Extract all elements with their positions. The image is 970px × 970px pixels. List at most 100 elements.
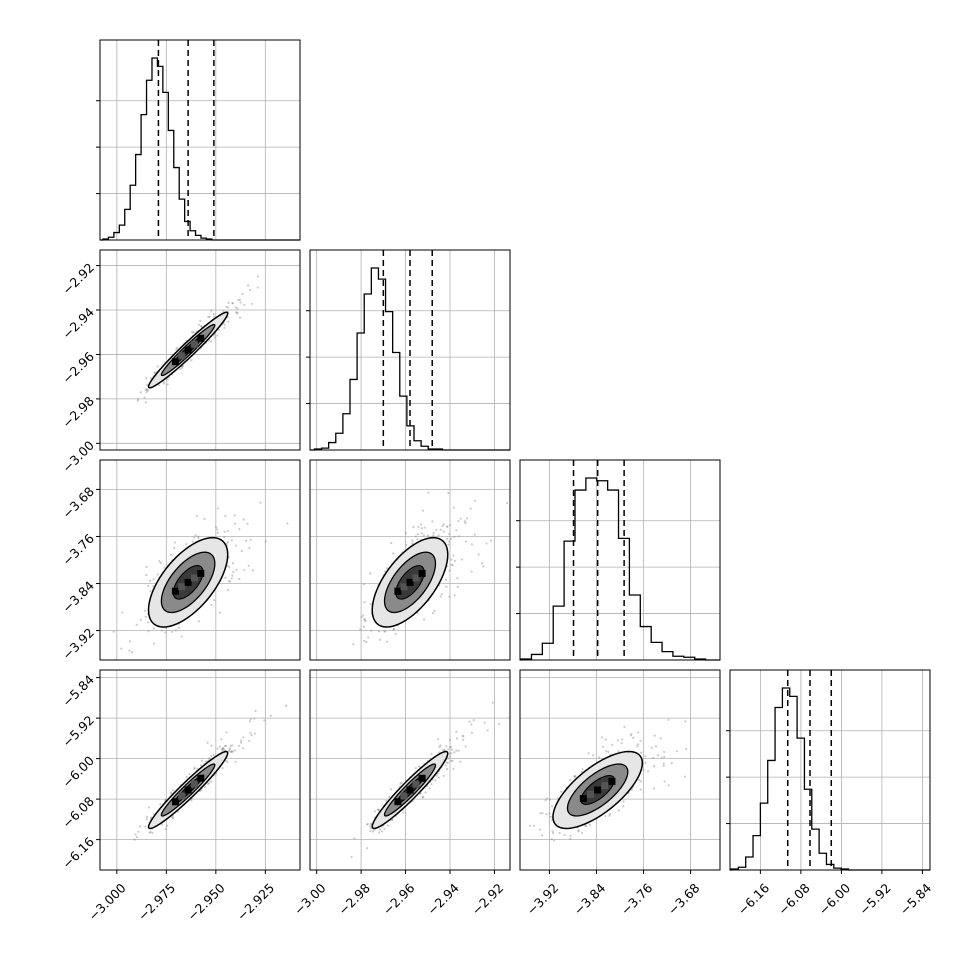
scatter-point bbox=[247, 564, 250, 567]
scatter-point bbox=[464, 522, 467, 525]
density-peak-cell bbox=[184, 346, 192, 354]
x-tick-label: −3.00 bbox=[291, 880, 329, 918]
y-tick-label: −6.08 bbox=[59, 793, 97, 831]
scatter-point bbox=[190, 359, 193, 362]
scatter-point bbox=[448, 569, 451, 572]
scatter-point bbox=[445, 761, 448, 764]
scatter-point bbox=[137, 397, 140, 401]
panel-contents bbox=[133, 704, 288, 841]
scatter-point bbox=[422, 795, 425, 798]
scatter-point bbox=[226, 760, 229, 763]
scatter-point bbox=[144, 388, 147, 391]
scatter-point bbox=[225, 305, 228, 309]
scatter-point bbox=[653, 765, 656, 768]
scatter-point bbox=[392, 552, 395, 555]
scatter-point bbox=[229, 745, 232, 748]
scatter-point bbox=[376, 808, 380, 811]
scatter-point bbox=[218, 611, 221, 614]
scatter-point bbox=[232, 570, 235, 574]
scatter-point bbox=[650, 746, 653, 749]
scatter-point bbox=[128, 640, 132, 643]
density-peak-cell bbox=[197, 569, 205, 577]
scatter-point bbox=[193, 536, 196, 539]
scatter-point bbox=[489, 539, 493, 542]
scatter-point bbox=[620, 741, 623, 745]
density-peak-cell bbox=[400, 792, 408, 800]
panel-2d-3-0 bbox=[96, 669, 301, 874]
density-peak-cell bbox=[178, 583, 186, 591]
scatter-point bbox=[462, 735, 465, 738]
scatter-point bbox=[629, 734, 632, 737]
scatter-point bbox=[392, 627, 395, 631]
scatter-point bbox=[373, 810, 376, 813]
scatter-point bbox=[465, 517, 468, 520]
panel-contents bbox=[136, 275, 260, 404]
y-tick-label: −3.92 bbox=[59, 625, 97, 663]
scatter-point bbox=[605, 749, 608, 753]
scatter-point bbox=[598, 756, 601, 759]
scatter-point bbox=[448, 738, 451, 741]
scatter-point bbox=[545, 813, 548, 816]
scatter-point bbox=[447, 748, 450, 751]
x-tick-label: −6.16 bbox=[735, 880, 773, 918]
scatter-point bbox=[432, 532, 435, 535]
scatter-point bbox=[663, 780, 666, 783]
scatter-point bbox=[657, 754, 660, 757]
scatter-point bbox=[139, 618, 142, 621]
scatter-point bbox=[441, 748, 445, 752]
scatter-point bbox=[214, 525, 218, 529]
scatter-point bbox=[448, 595, 451, 598]
histogram-2 bbox=[519, 477, 720, 661]
panel-hist-3 bbox=[726, 669, 931, 874]
panel-frame bbox=[99, 459, 301, 661]
scatter-point bbox=[251, 302, 254, 305]
scatter-point bbox=[662, 764, 665, 767]
x-tick-labels-col-3: −6.16 −6.08 −6.00 −5.92 −5.84 bbox=[735, 880, 935, 918]
scatter-point bbox=[621, 738, 624, 741]
density-peak-cell bbox=[171, 587, 179, 595]
scatter-point bbox=[352, 643, 355, 646]
scatter-point bbox=[685, 747, 688, 751]
scatter-point bbox=[486, 729, 489, 732]
scatter-point bbox=[584, 824, 588, 828]
scatter-point bbox=[253, 717, 256, 720]
x-tick-labels-col-0: −3.000 −2.975 −2.950 −2.925 bbox=[85, 880, 277, 923]
scatter-point bbox=[653, 734, 656, 737]
scatter-point bbox=[120, 647, 123, 650]
scatter-point bbox=[221, 749, 224, 752]
scatter-point bbox=[364, 619, 367, 622]
scatter-point bbox=[550, 838, 553, 841]
scatter-point bbox=[246, 522, 249, 525]
scatter-point bbox=[436, 738, 440, 741]
scatter-point bbox=[195, 515, 198, 518]
density-peak-cell bbox=[394, 587, 402, 595]
scatter-point bbox=[133, 838, 136, 841]
scatter-point bbox=[392, 628, 395, 631]
scatter-point bbox=[377, 630, 381, 633]
scatter-point bbox=[551, 830, 554, 833]
scatter-point bbox=[207, 315, 210, 319]
panel-contents bbox=[352, 491, 509, 646]
panel-hist-1 bbox=[306, 249, 511, 451]
scatter-point bbox=[145, 383, 149, 386]
scatter-point bbox=[231, 750, 235, 753]
scatter-point bbox=[199, 319, 202, 323]
scatter-point bbox=[231, 562, 235, 565]
scatter-point bbox=[383, 570, 387, 573]
scatter-point bbox=[654, 745, 657, 748]
scatter-point bbox=[652, 648, 654, 650]
scatter-point bbox=[630, 788, 633, 791]
scatter-point bbox=[437, 776, 441, 779]
scatter-point bbox=[402, 811, 405, 814]
grid-lines bbox=[310, 460, 510, 660]
density-peak-cell bbox=[171, 358, 179, 366]
scatter-point bbox=[430, 752, 433, 756]
x-tick-label: −5.92 bbox=[856, 880, 894, 918]
scatter-point bbox=[667, 718, 670, 721]
y-tick-label: −6.16 bbox=[59, 834, 97, 872]
scatter-point bbox=[477, 553, 480, 556]
scatter-point bbox=[197, 323, 201, 326]
scatter-point bbox=[221, 748, 225, 751]
scatter-point bbox=[150, 377, 153, 380]
scatter-point bbox=[242, 518, 245, 521]
